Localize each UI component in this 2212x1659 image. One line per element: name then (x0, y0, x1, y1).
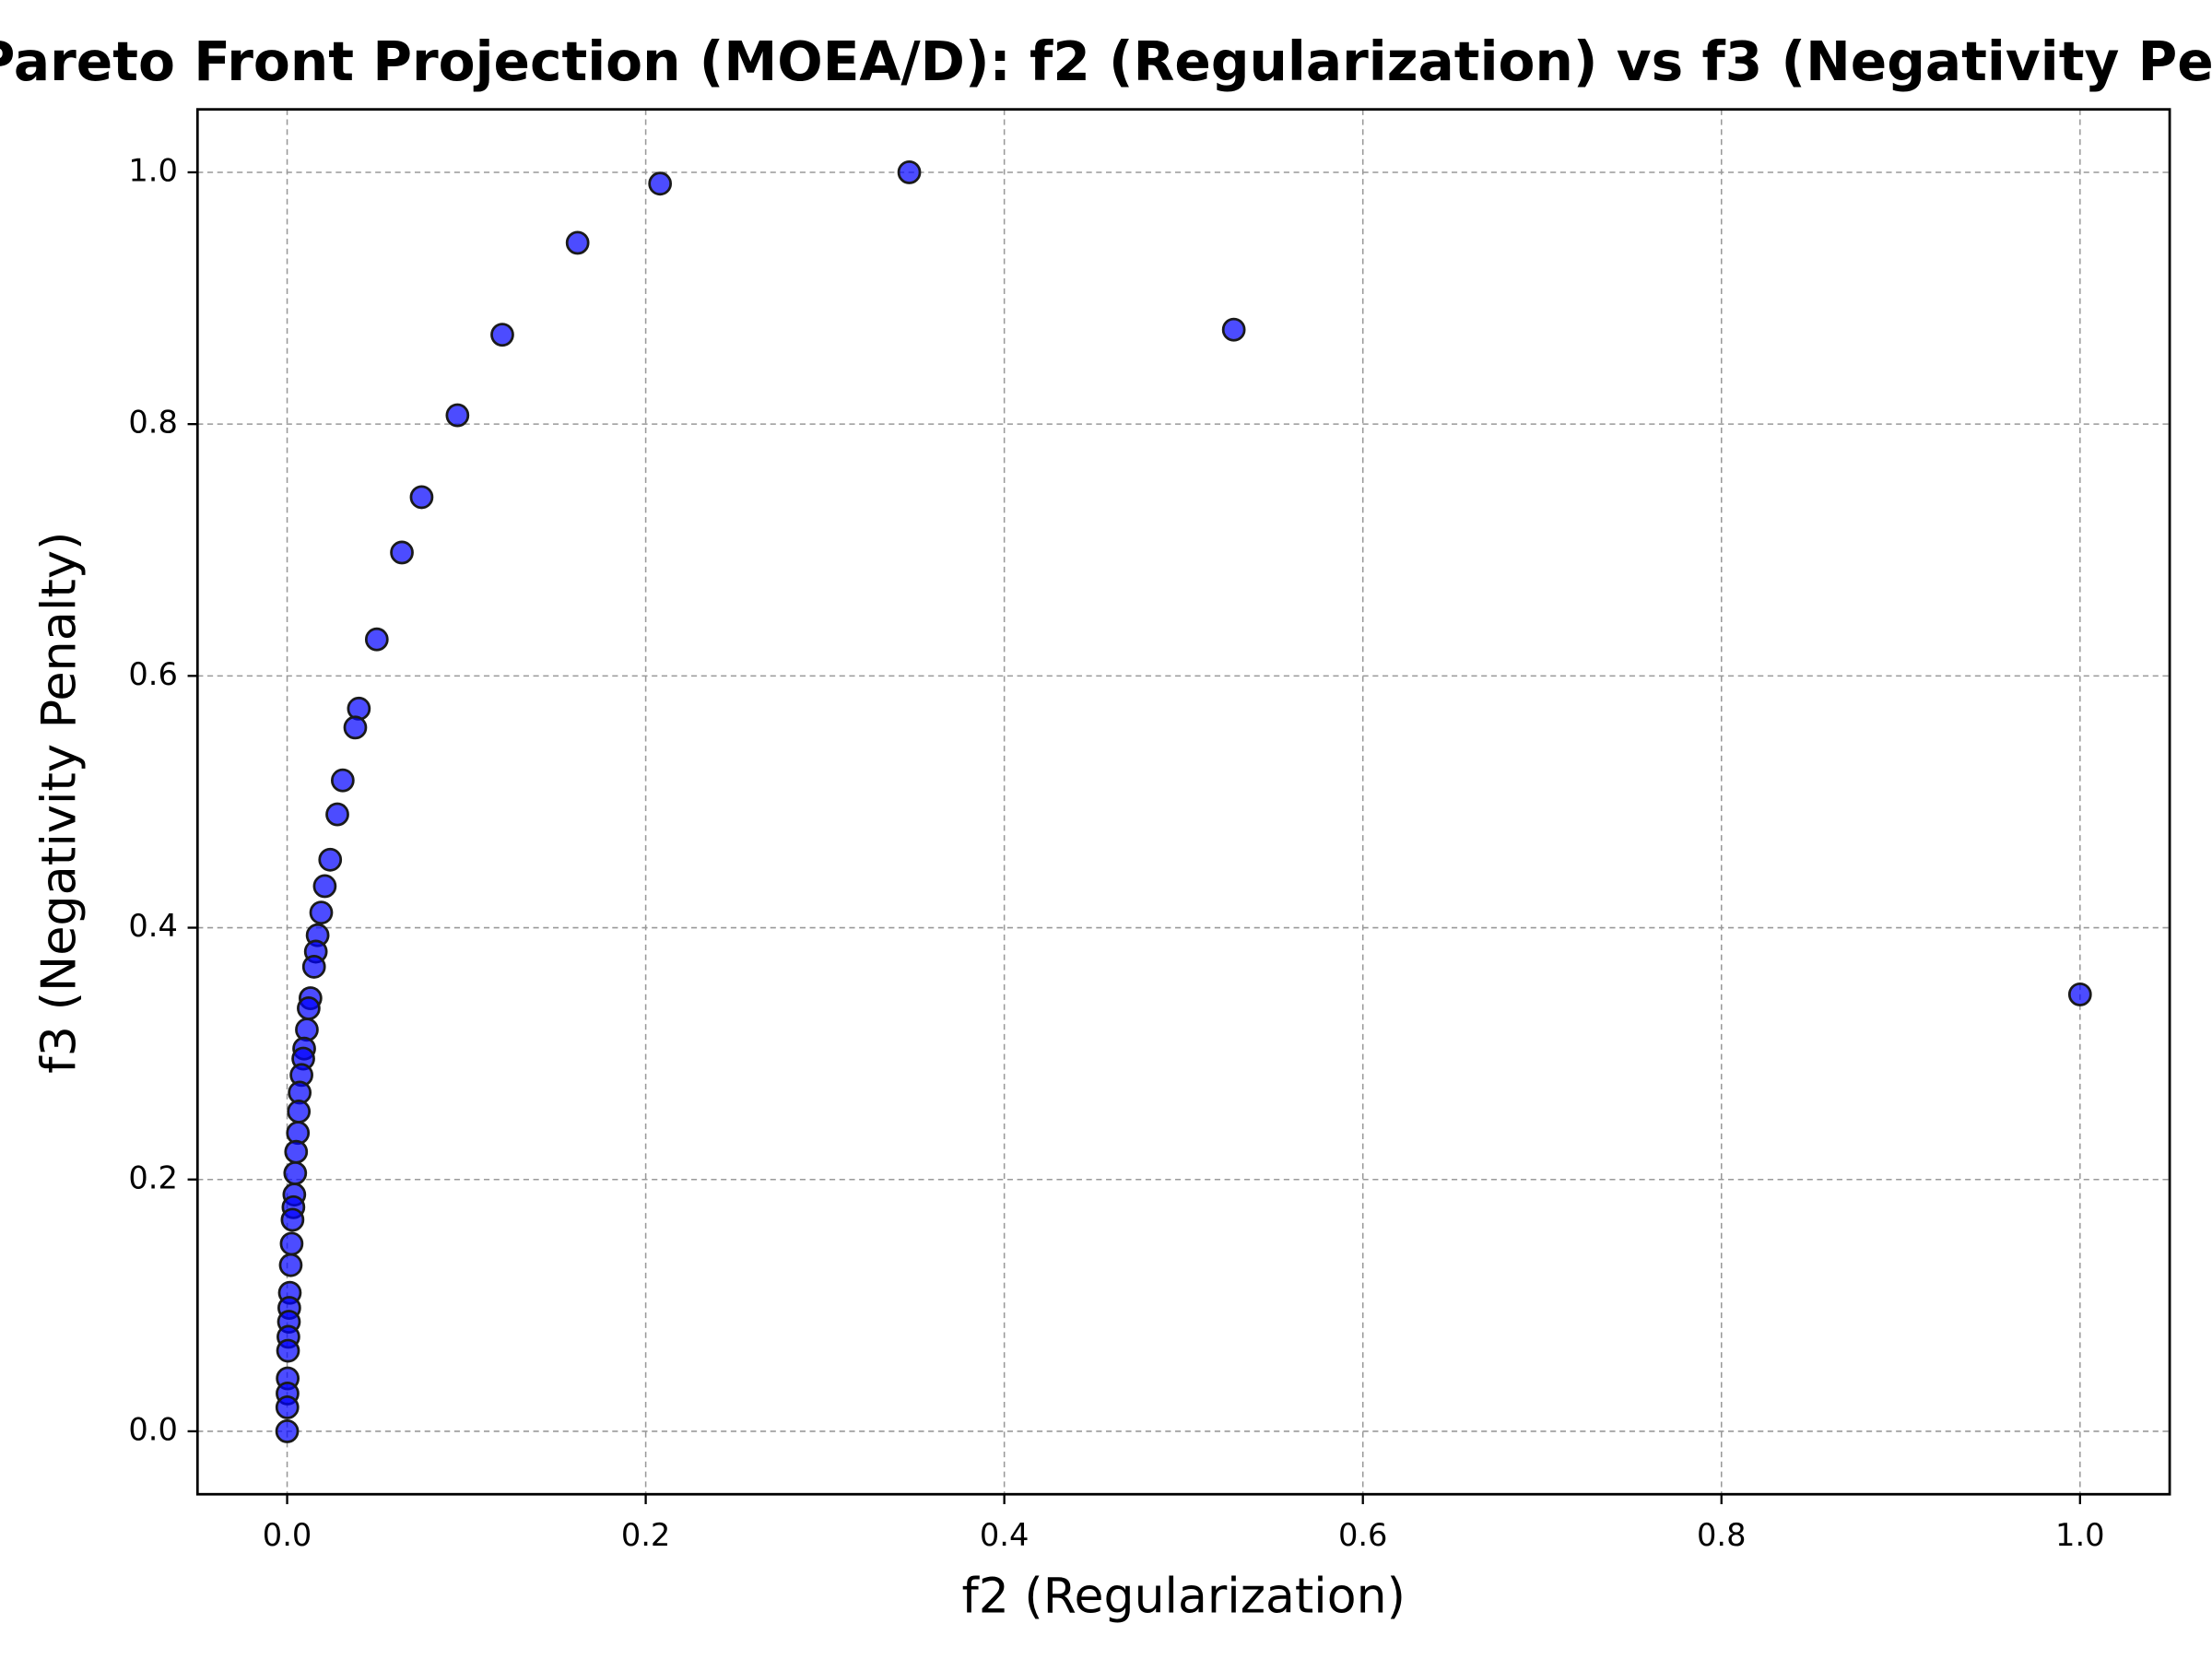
point (287, 1100, 312, 1124)
point (279, 1231, 304, 1256)
y-tick-label: 1.0 (128, 152, 178, 188)
point (325, 802, 349, 827)
point (297, 996, 321, 1020)
point (364, 627, 389, 652)
point (301, 954, 326, 979)
x-tick-label: 1.0 (2055, 1517, 2105, 1553)
point (276, 1338, 300, 1363)
x-tick-label: 0.0 (263, 1517, 312, 1553)
plot-frame (195, 108, 2171, 1496)
y-axis-label: f3 (Negativity Penalty) (31, 532, 87, 1074)
point (1221, 317, 1246, 342)
point (275, 1418, 300, 1443)
y-tick-label: 0.2 (128, 1159, 178, 1195)
y-tick-label: 0.0 (128, 1411, 178, 1447)
point (309, 900, 334, 925)
point (897, 160, 922, 184)
point (284, 1139, 309, 1164)
point (278, 1253, 303, 1277)
x-tick-label: 0.2 (621, 1517, 671, 1553)
x-tick-label: 0.8 (1697, 1517, 1747, 1553)
chart-title: Pareto Front Projection (MOEA/D): f2 (Re… (0, 30, 2212, 93)
y-tick-label: 0.8 (128, 405, 178, 441)
y-tick-label: 0.6 (128, 656, 178, 692)
point (283, 1160, 308, 1185)
point (318, 847, 343, 872)
point (343, 715, 368, 740)
point (445, 403, 470, 428)
point (390, 540, 414, 565)
x-tick-label: 0.6 (1338, 1517, 1388, 1553)
point (347, 696, 371, 721)
point (312, 874, 337, 899)
point (565, 230, 590, 255)
point (409, 485, 434, 510)
x-tick-label: 0.4 (980, 1517, 1030, 1553)
point (330, 768, 355, 793)
point (490, 323, 514, 347)
point (2067, 982, 2092, 1006)
y-tick-label: 0.4 (128, 908, 178, 944)
point (648, 171, 673, 196)
x-axis-label: f2 (Regularization) (961, 1569, 1405, 1624)
point (280, 1207, 305, 1232)
point (275, 1395, 300, 1419)
